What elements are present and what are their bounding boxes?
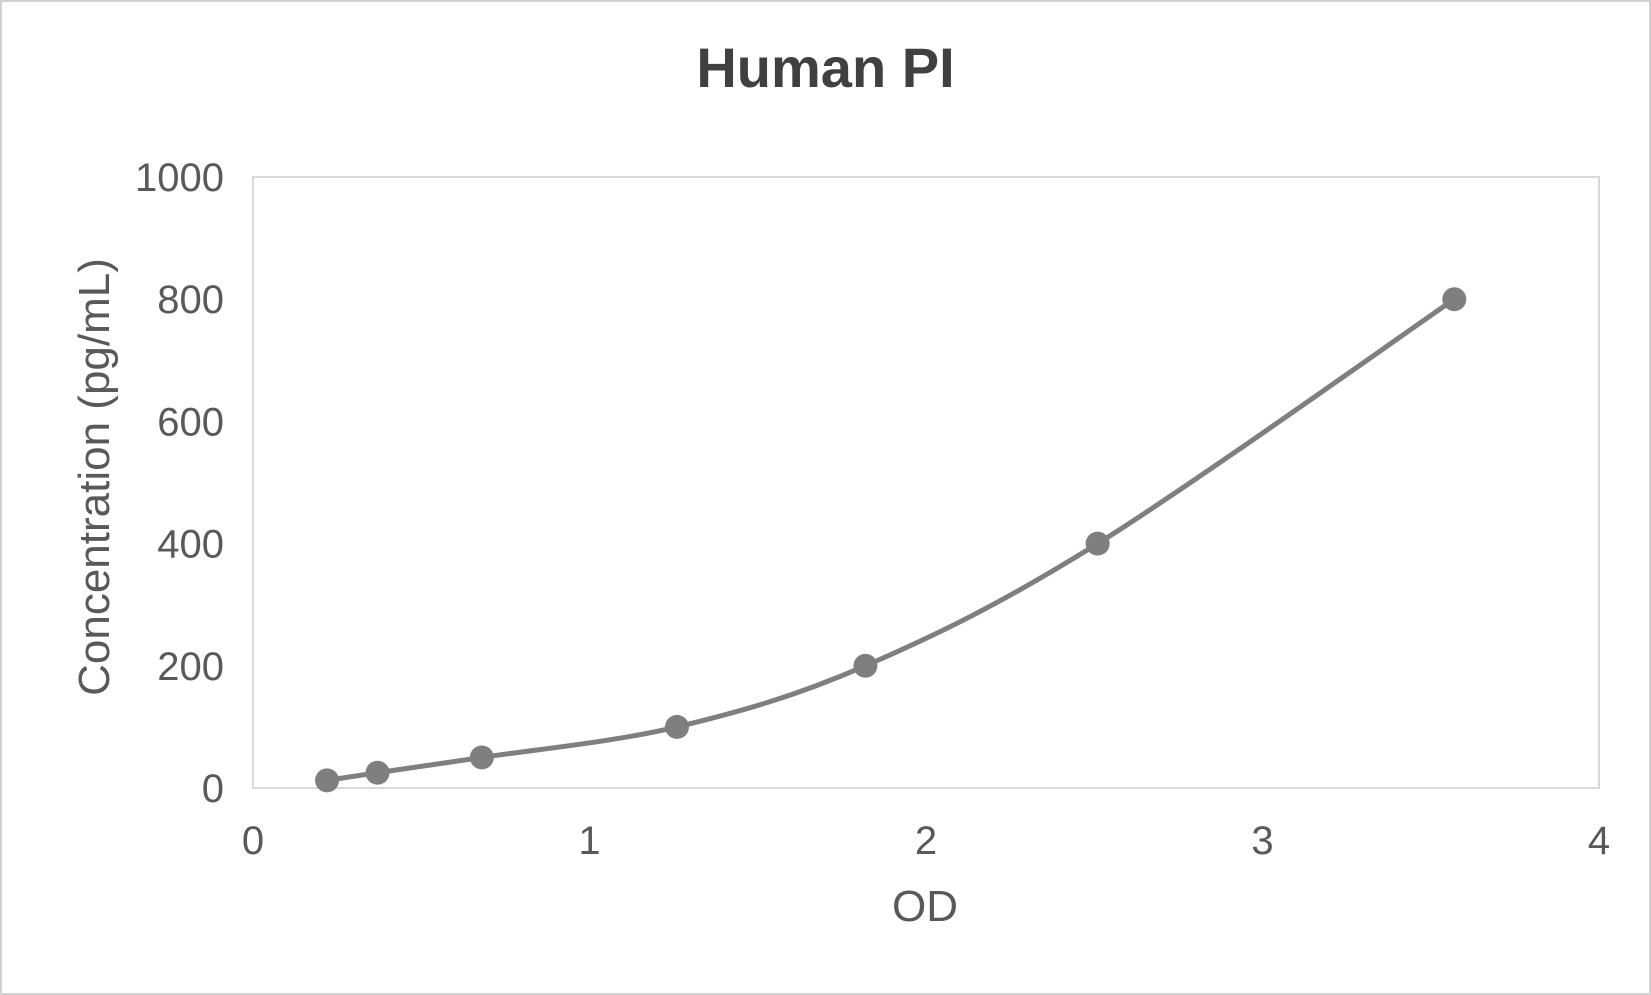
x-tick-label: 0	[242, 819, 264, 863]
plot-border	[252, 176, 1600, 789]
x-tick-label: 3	[1251, 819, 1273, 863]
data-point-marker	[1085, 531, 1110, 556]
y-tick-label: 400	[157, 523, 224, 567]
data-point-marker	[469, 745, 494, 770]
y-tick-label: 600	[157, 400, 224, 444]
series-line	[324, 296, 1457, 783]
data-point-marker	[853, 653, 878, 678]
x-tick-label: 1	[578, 819, 600, 863]
data-point-marker	[1442, 287, 1467, 312]
data-point-marker	[365, 760, 390, 785]
x-tick-label: 2	[915, 819, 937, 863]
y-tick-label: 1000	[135, 156, 224, 200]
y-tick-label: 0	[202, 767, 224, 811]
x-tick-label: 4	[1588, 819, 1610, 863]
y-tick-label: 200	[157, 645, 224, 689]
chart-title: Human PI	[696, 36, 955, 99]
data-point-marker	[315, 768, 340, 793]
data-point-marker	[664, 714, 689, 739]
x-axis-title: OD	[892, 882, 958, 931]
y-tick-label: 800	[157, 278, 224, 322]
